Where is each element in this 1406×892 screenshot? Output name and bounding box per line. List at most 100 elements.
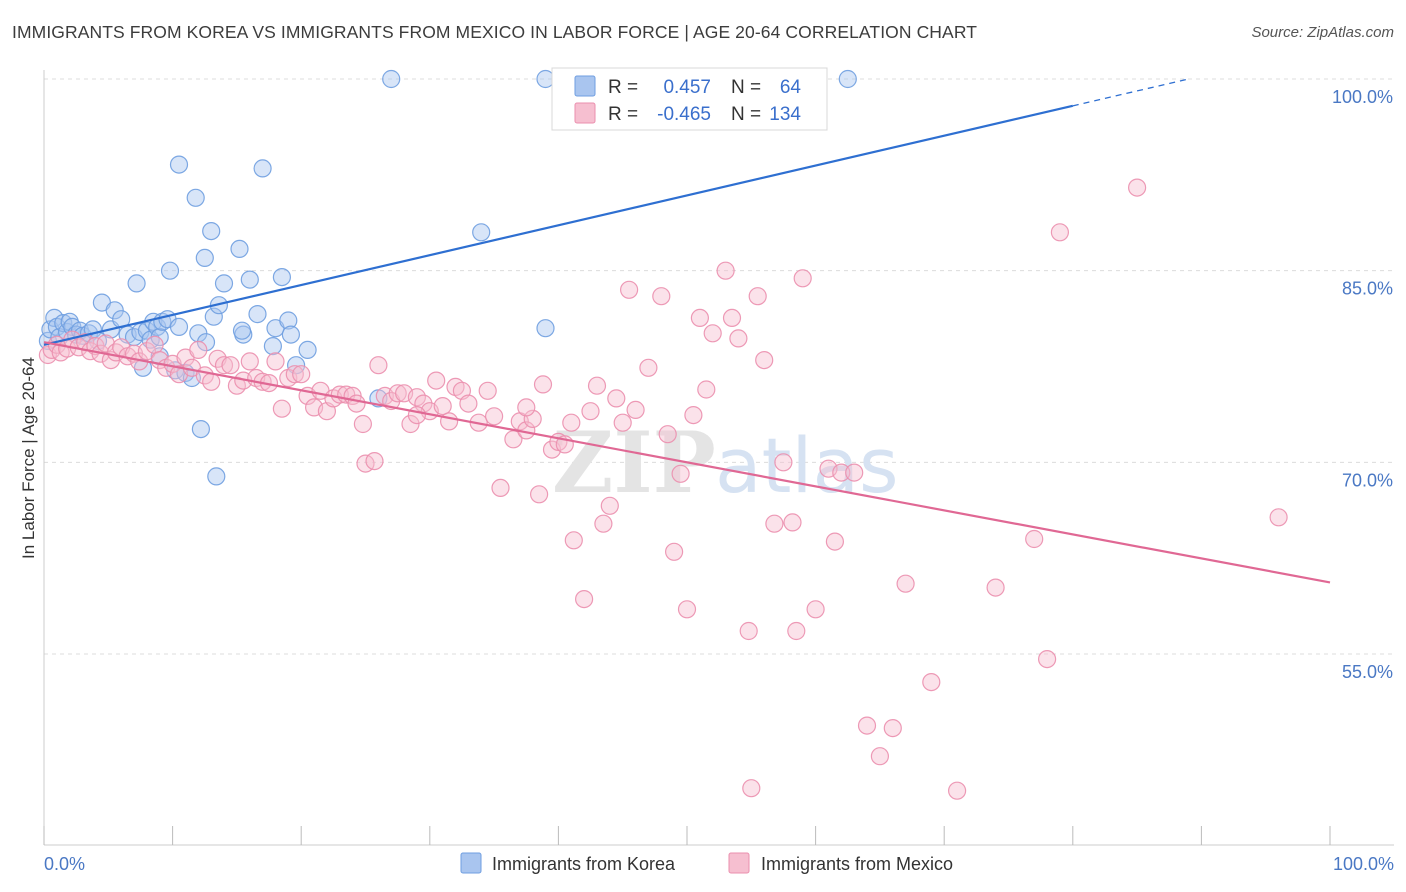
mexico-point-106 <box>729 329 748 348</box>
korea-trend-extension <box>1072 78 1189 107</box>
series-legend: Immigrants from Korea Immigrants from Me… <box>460 852 953 874</box>
mexico-point-118 <box>825 532 845 551</box>
mexico-point-128 <box>1025 529 1044 549</box>
mexico-point-135 <box>407 406 426 425</box>
mexico-point-104 <box>716 261 735 280</box>
korea-point-32 <box>169 317 189 336</box>
mexico-point-125 <box>922 672 941 692</box>
mexico-point-112 <box>774 453 793 472</box>
mexico-point-69 <box>459 394 478 413</box>
mexico-point-121 <box>857 716 877 735</box>
mexico-point-98 <box>671 464 690 483</box>
legend-box <box>551 67 828 131</box>
watermark: ZIP atlas <box>552 413 899 512</box>
korea-point-56 <box>281 325 300 344</box>
korea-point-65 <box>207 467 226 486</box>
axes <box>43 70 1394 846</box>
korea-point-58 <box>298 340 317 359</box>
mexico-point-123 <box>883 718 902 738</box>
mexico-point-64 <box>427 371 446 390</box>
mexico-point-94 <box>639 358 658 377</box>
y-tick-label-2: 70.0% <box>1342 470 1393 490</box>
mexico-point-60 <box>401 414 420 434</box>
legend-swatch-mexico <box>574 102 596 124</box>
mexico-point-131 <box>1127 178 1147 197</box>
mexico-point-132 <box>1269 508 1288 527</box>
chart-title: IMMIGRANTS FROM KOREA VS IMMIGRANTS FROM… <box>12 22 978 42</box>
korea-point-46 <box>230 239 249 258</box>
y-tick-label-0: 100.0% <box>1332 87 1393 107</box>
mexico-point-119 <box>832 463 851 482</box>
mexico-point-71 <box>478 381 497 400</box>
korea-point-49 <box>240 270 259 289</box>
legend-r-value-korea: 0.457 <box>663 77 711 98</box>
korea-point-61 <box>472 223 491 242</box>
korea-point-62 <box>536 319 555 338</box>
mexico-point-115 <box>793 269 812 288</box>
legend-n-label-korea: N = <box>731 77 761 98</box>
mexico-point-114 <box>787 621 806 641</box>
mexico-point-102 <box>697 380 716 399</box>
mexico-point-66 <box>440 412 459 431</box>
series-legend-label-korea: Immigrants from Korea <box>492 854 676 874</box>
series-legend-swatch-mexico <box>728 852 750 874</box>
mexico-point-103 <box>703 324 722 343</box>
korea-point-51 <box>253 159 272 178</box>
correlation-legend: R = 0.457 N = 64 R = -0.465 N = 134 <box>551 67 828 131</box>
series-legend-swatch-korea <box>460 852 482 874</box>
series-legend-label-mexico: Immigrants from Mexico <box>761 854 953 874</box>
korea-point-64 <box>838 69 857 89</box>
korea-point-37 <box>202 222 221 241</box>
mexico-point-113 <box>783 513 802 532</box>
mexico-point-101 <box>690 308 710 327</box>
korea-point-50 <box>248 305 267 324</box>
mexico-point-83 <box>562 413 581 432</box>
mexico-point-52 <box>353 414 372 434</box>
mexico-point-78 <box>529 485 549 504</box>
mexico-point-84 <box>564 531 583 550</box>
korea-point-48 <box>232 321 252 340</box>
mexico-point-130 <box>1050 223 1070 242</box>
korea-point-60 <box>382 69 401 89</box>
mexico-point-26 <box>189 340 208 359</box>
mexico-point-55 <box>369 356 388 375</box>
mexico-point-41 <box>285 365 304 384</box>
korea-point-45 <box>214 274 234 293</box>
mexico-point-86 <box>581 402 600 421</box>
mexico-point-111 <box>765 514 784 533</box>
mexico-point-100 <box>684 406 703 425</box>
korea-point-55 <box>279 311 298 330</box>
mexico-point-79 <box>533 375 553 394</box>
korea-point-41 <box>186 188 205 207</box>
korea-point-40 <box>169 155 189 174</box>
x-tick-label-right: 100.0% <box>1333 854 1394 874</box>
mexico-point-107 <box>739 621 758 641</box>
mexico-point-116 <box>806 600 825 619</box>
x-tick-label-left: 0.0% <box>44 854 85 874</box>
mexico-point-126 <box>947 781 967 800</box>
korea-point-22 <box>127 274 146 293</box>
mexico-point-77 <box>523 409 542 428</box>
mexico-point-87 <box>587 376 607 395</box>
korea-point-39 <box>160 261 180 280</box>
mexico-trend-line <box>43 341 1331 584</box>
mexico-point-93 <box>626 400 645 419</box>
korea-points <box>38 69 857 486</box>
mexico-point-34 <box>240 352 259 371</box>
mexico-point-89 <box>600 496 619 515</box>
mexico-point-65 <box>433 397 452 416</box>
mexico-point-134 <box>517 398 536 417</box>
mexico-point-96 <box>658 425 677 444</box>
mexico-point-124 <box>896 574 915 593</box>
mexico-point-58 <box>388 384 407 403</box>
mexico-point-127 <box>986 578 1005 597</box>
mexico-point-72 <box>485 407 504 426</box>
korea-point-63 <box>536 69 555 89</box>
korea-point-5 <box>54 314 73 333</box>
mexico-point-109 <box>748 287 767 306</box>
mexico-point-92 <box>619 280 639 299</box>
mexico-point-31 <box>221 356 240 375</box>
legend-swatch-korea <box>574 75 596 97</box>
mexico-point-91 <box>613 413 632 432</box>
legend-n-value-mexico: 134 <box>769 104 801 125</box>
